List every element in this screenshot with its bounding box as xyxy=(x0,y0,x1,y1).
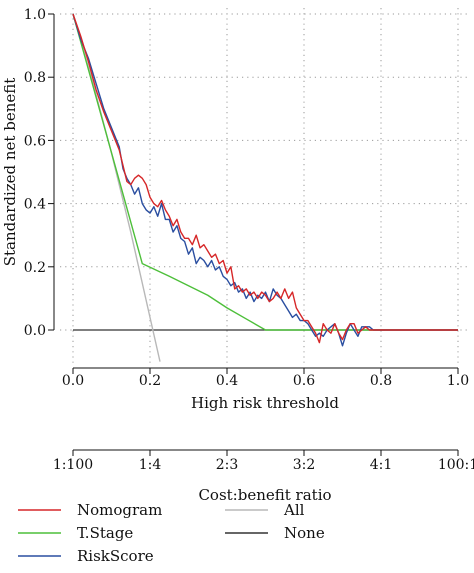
x-tick-label: 0.4 xyxy=(216,373,238,389)
secondary-x-axis xyxy=(72,449,459,456)
x-tick-label: 0.2 xyxy=(139,373,161,389)
secondary-tick-label: 100:1 xyxy=(438,457,474,473)
secondary-tick-labels: 1:100 1:4 2:3 3:2 4:1 100:1 xyxy=(53,457,474,473)
legend: Nomogram T.Stage RiskScore All None xyxy=(18,501,325,565)
legend-label-nomogram: Nomogram xyxy=(77,501,162,519)
secondary-axis-label: Cost:benefit ratio xyxy=(198,486,331,504)
secondary-tick-label: 1:4 xyxy=(139,457,162,473)
x-axis xyxy=(72,367,459,374)
x-tick-label: 0.0 xyxy=(62,373,84,389)
y-axis xyxy=(48,13,55,331)
x-tick-label: 0.8 xyxy=(370,373,392,389)
y-tick-label: 0.6 xyxy=(24,133,46,149)
x-tick-labels: 0.0 0.2 0.4 0.6 0.8 1.0 xyxy=(62,373,469,389)
secondary-tick-label: 2:3 xyxy=(216,457,239,473)
series-group xyxy=(72,13,458,362)
y-tick-label: 0.2 xyxy=(24,260,46,276)
y-tick-label: 1.0 xyxy=(24,7,46,23)
secondary-tick-label: 4:1 xyxy=(370,457,393,473)
y-tick-labels: 0.0 0.2 0.4 0.6 0.8 1.0 xyxy=(24,7,46,339)
y-tick-label: 0.8 xyxy=(24,70,46,86)
series-line-nomogram xyxy=(72,13,458,344)
legend-label-t-stage: T.Stage xyxy=(77,524,133,542)
y-tick-label: 0.0 xyxy=(24,323,46,339)
x-tick-label: 1.0 xyxy=(447,373,469,389)
grid xyxy=(60,8,470,364)
x-axis-label: High risk threshold xyxy=(191,394,339,412)
secondary-tick-label: 1:100 xyxy=(53,457,93,473)
y-tick-label: 0.4 xyxy=(24,197,46,213)
y-axis-label: Standardized net benefit xyxy=(1,78,19,267)
legend-label-all: All xyxy=(283,501,305,519)
x-tick-label: 0.6 xyxy=(293,373,315,389)
series-line-t-stage xyxy=(72,13,458,331)
secondary-tick-label: 3:2 xyxy=(293,457,316,473)
plot-frame xyxy=(54,0,472,368)
legend-label-riskscore: RiskScore xyxy=(77,547,154,565)
legend-label-none: None xyxy=(284,524,325,542)
